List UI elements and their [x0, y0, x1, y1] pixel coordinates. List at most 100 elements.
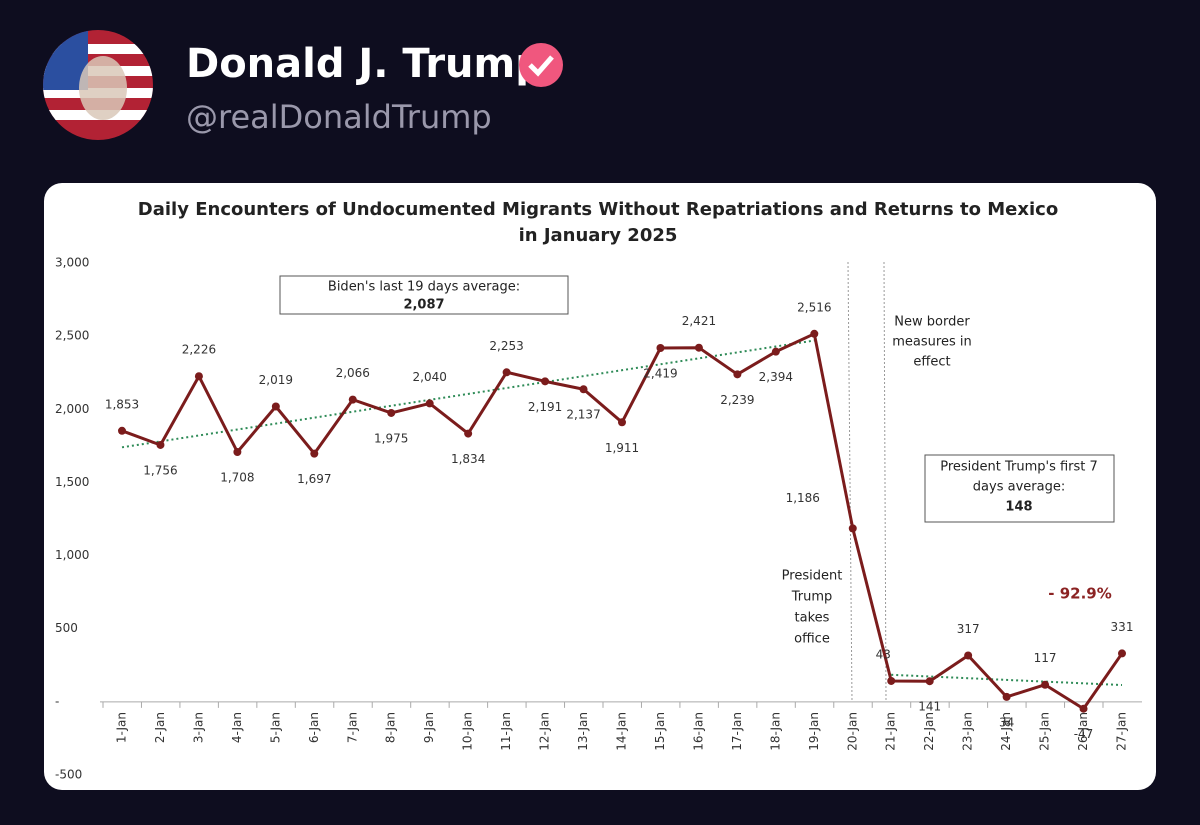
- y-tick-label: 1,500: [55, 475, 89, 489]
- x-tick-label: 19-Jan: [807, 712, 821, 751]
- data-label: 317: [957, 622, 980, 636]
- annotation: Biden's last 19 days average:: [328, 280, 520, 295]
- data-label: 34: [999, 715, 1014, 729]
- data-label: 2,394: [759, 370, 793, 384]
- annotation: President Trump's first 7: [940, 460, 1098, 475]
- annotation: measures in: [892, 335, 971, 350]
- x-tick-label: 11-Jan: [499, 712, 513, 751]
- data-label: 2,239: [720, 393, 754, 407]
- x-tick-label: 13-Jan: [576, 712, 590, 751]
- data-point: [579, 385, 588, 394]
- x-tick-label: 25-Jan: [1038, 712, 1052, 751]
- x-tick-label: 24-Jan: [999, 712, 1013, 751]
- data-label: 1,975: [374, 431, 408, 445]
- data-point: [348, 395, 357, 404]
- data-label: 2,419: [643, 366, 677, 380]
- avatar[interactable]: [43, 30, 153, 140]
- data-label: 2,226: [182, 343, 216, 357]
- data-point: [848, 524, 857, 533]
- y-tick-label: 500: [55, 621, 78, 635]
- data-label: 2,516: [797, 300, 831, 314]
- data-point: [464, 429, 473, 438]
- data-point: [387, 408, 396, 417]
- chart-card: [44, 183, 1156, 790]
- change-label: - 92.9%: [1048, 585, 1112, 603]
- y-tick-label: -500: [55, 768, 82, 782]
- x-tick-label: 12-Jan: [538, 712, 552, 751]
- data-label: 331: [1111, 620, 1134, 634]
- x-tick-label: 9-Jan: [422, 712, 436, 743]
- y-tick-label: 2,000: [55, 402, 89, 416]
- x-tick-label: 22-Jan: [922, 712, 936, 751]
- data-label: 1,756: [143, 463, 177, 477]
- data-label: 2,019: [259, 373, 293, 387]
- data-point: [310, 449, 319, 458]
- annotation: Trump: [791, 590, 833, 605]
- data-label: 2,040: [413, 370, 447, 384]
- annotation: office: [794, 632, 830, 647]
- data-point: [502, 368, 511, 377]
- data-label: 117: [1034, 651, 1057, 665]
- x-tick-label: 21-Jan: [884, 712, 898, 751]
- x-tick-label: 8-Jan: [384, 712, 398, 743]
- y-tick-label: -: [55, 694, 59, 708]
- data-label: 43: [876, 647, 891, 661]
- x-tick-label: 26-Jan: [1076, 712, 1090, 751]
- data-point: [694, 343, 703, 352]
- x-tick-label: 16-Jan: [691, 712, 705, 751]
- annotation: 148: [1005, 500, 1032, 515]
- data-point: [425, 399, 434, 408]
- y-tick-label: 3,000: [55, 256, 89, 270]
- data-label: 1,834: [451, 452, 485, 466]
- data-label: 141: [918, 700, 941, 714]
- x-tick-label: 5-Jan: [268, 712, 282, 743]
- data-point: [656, 343, 665, 352]
- x-tick-label: 14-Jan: [615, 712, 629, 751]
- x-tick-label: 1-Jan: [115, 712, 129, 743]
- data-label: 1,697: [297, 472, 331, 486]
- data-point: [925, 677, 934, 686]
- data-label: 2,066: [336, 366, 370, 380]
- data-point: [1118, 649, 1126, 658]
- data-point: [1002, 692, 1011, 701]
- inauguration-line: [847, 261, 853, 703]
- data-label: 1,853: [105, 397, 139, 411]
- x-tick-label: 23-Jan: [961, 712, 975, 751]
- x-tick-label: 4-Jan: [230, 712, 244, 743]
- chart-title: in January 2025: [519, 225, 678, 246]
- x-tick-label: 17-Jan: [730, 712, 744, 751]
- chart-title: Daily Encounters of Undocumented Migrant…: [138, 199, 1058, 220]
- data-point: [541, 377, 550, 386]
- user-handle[interactable]: @realDonaldTrump: [186, 98, 492, 136]
- user-name[interactable]: Donald J. Trump: [186, 41, 544, 87]
- annotation: 2,087: [403, 298, 444, 313]
- data-point: [118, 426, 126, 435]
- data-label: 1,186: [786, 491, 820, 505]
- data-label: 2,191: [528, 400, 562, 414]
- data-point: [771, 347, 780, 356]
- trend-line: [891, 673, 1123, 687]
- annotation: President: [782, 569, 843, 584]
- data-point: [1079, 704, 1088, 713]
- annotation: takes: [795, 611, 830, 626]
- annotation: New border: [894, 315, 970, 330]
- x-tick-label: 2-Jan: [153, 712, 167, 743]
- data-point: [887, 676, 896, 685]
- y-tick-label: 1,000: [55, 548, 89, 562]
- biden-box: [279, 275, 569, 315]
- verified-badge: [519, 43, 563, 87]
- data-label: 1,911: [605, 441, 639, 455]
- data-label: 2,421: [682, 314, 716, 328]
- data-point: [1041, 680, 1050, 689]
- trend-line: [121, 339, 815, 449]
- data-label: 2,253: [489, 339, 523, 353]
- data-point: [964, 651, 973, 660]
- data-point: [156, 440, 165, 449]
- data-point: [194, 372, 203, 381]
- trump-box: [924, 454, 1115, 523]
- chart: Daily Encounters of Undocumented Migrant…: [55, 199, 1142, 782]
- x-tick-label: 18-Jan: [768, 712, 782, 751]
- data-point: [810, 329, 819, 338]
